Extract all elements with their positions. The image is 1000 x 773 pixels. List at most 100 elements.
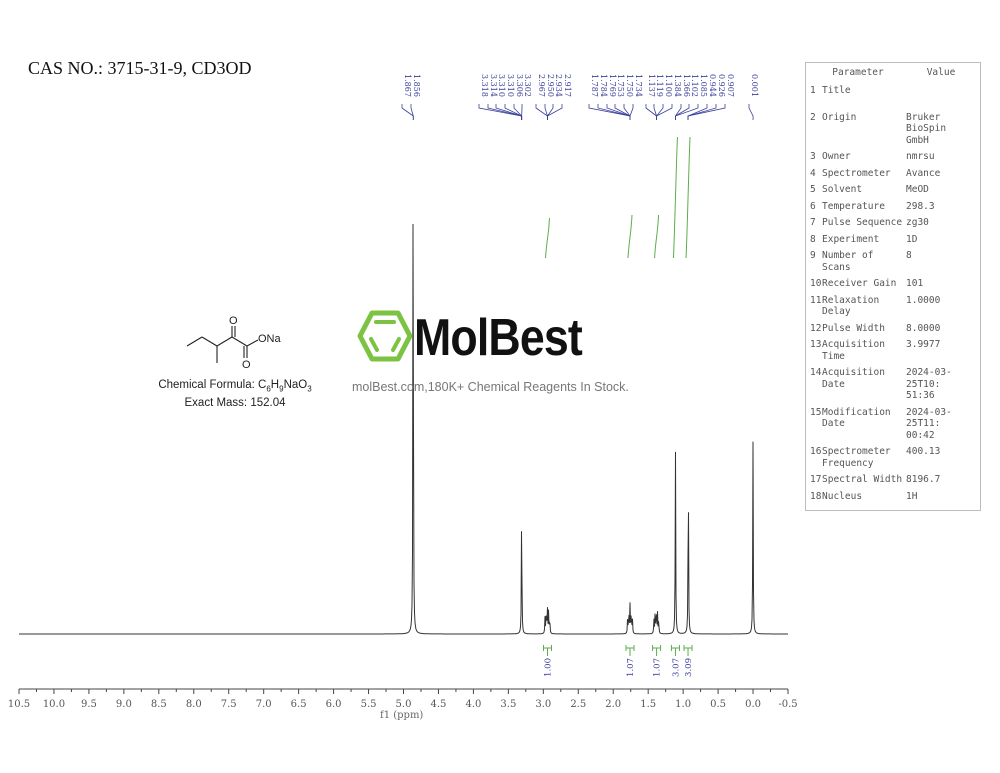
peak-label: 1.734 — [634, 74, 643, 97]
cas-title: CAS NO.: 3715-31-9, CD3OD — [28, 58, 252, 78]
integral-bracket — [543, 645, 553, 656]
table-row: 2 Origin Bruker BioSpin GmbH — [806, 111, 980, 151]
integral-curve — [654, 214, 660, 259]
integral-value: 1.07 — [653, 658, 663, 677]
peak-label: 1.787 — [590, 74, 599, 97]
parameter-value: 8 — [906, 250, 912, 261]
parameter-value: MeOD — [906, 184, 929, 195]
x-tick-label: 7.5 — [221, 699, 237, 710]
parameter-value: Bruker BioSpin GmbH — [906, 111, 947, 146]
peak-label: 3.310 — [497, 74, 506, 97]
x-tick-label: 1.5 — [640, 699, 656, 710]
x-tick-label: 0.5 — [710, 699, 726, 710]
peak-label: 0.926 — [717, 74, 726, 97]
x-tick-label: 3.0 — [535, 699, 551, 710]
parameter-name: Modification Date — [822, 406, 891, 430]
peak-label: 3.314 — [489, 74, 498, 97]
table-row: 17 Spectral Width 8196.7 — [806, 473, 980, 490]
peak-label: 3.302 — [523, 74, 532, 97]
peak-label: 1.102 — [690, 74, 699, 97]
peak-label: 1.137 — [647, 74, 656, 97]
parameter-name: Acquisition Date — [822, 367, 885, 390]
table-row: 3 Owner nmrsu — [806, 150, 980, 167]
peak-label: 2.967 — [537, 74, 546, 97]
x-tick-label: 8.0 — [186, 699, 202, 710]
table-row: 8 Experiment 1D — [806, 233, 980, 250]
table-row: 6 Temperature 298.3 — [806, 200, 980, 217]
x-tick-label: 4.5 — [431, 699, 447, 710]
row-number: 17 — [810, 474, 822, 485]
table-row: 4 Spectrometer Avance — [806, 167, 980, 184]
table-row: 12 Pulse Width 8.0000 — [806, 322, 980, 339]
x-tick-label: 1.0 — [675, 699, 691, 710]
integral-value: 1.07 — [626, 658, 636, 677]
row-number: 7 — [810, 217, 816, 228]
peak-label: 1.384 — [673, 74, 682, 97]
x-tick-label: 10.5 — [8, 699, 30, 710]
integral-bracket — [683, 645, 693, 656]
row-number: 4 — [810, 167, 816, 179]
x-tick-label: 8.5 — [151, 699, 167, 710]
compound-info: Chemical Formula: C6H9NaO3 Exact Mass: 1… — [140, 378, 330, 411]
integral-value: 1.00 — [544, 658, 554, 677]
chemical-formula: Chemical Formula: C6H9NaO3 — [158, 379, 312, 394]
peak-label: 1.366 — [682, 74, 691, 97]
x-tick-label: 2.0 — [605, 699, 621, 710]
integral-bracket — [670, 645, 680, 656]
peak-label: 2.950 — [546, 74, 555, 97]
parameter-value: 8196.7 — [906, 474, 941, 485]
parameter-name: Origin — [822, 111, 857, 123]
table-row: 18 Nucleus 1H — [806, 490, 980, 507]
peak-label: 1.100 — [664, 74, 673, 97]
parameter-name: Acquisition Time — [822, 339, 885, 362]
row-number: 16 — [810, 446, 822, 457]
table-row: 5 Solvent MeOD — [806, 183, 980, 200]
exact-mass: Exact Mass: 152.04 — [184, 397, 286, 410]
parameter-name: Number of Scans — [822, 250, 874, 273]
x-tick-label: 2.5 — [570, 699, 586, 710]
parameter-value: 2024-03-25T11: 00:42 — [906, 406, 952, 441]
acquisition-parameters-table: Parameter Value 1 Title 2 Origin Bruker BioS… — [805, 62, 981, 511]
parameter-value — [906, 85, 976, 97]
x-tick-label: 10.0 — [43, 699, 65, 710]
row-number: 15 — [810, 406, 822, 418]
x-tick-label: 9.5 — [81, 699, 97, 710]
row-number: 13 — [810, 339, 822, 350]
table-row: 7 Pulse Sequence zg30 — [806, 216, 980, 233]
integral-curve — [545, 217, 551, 259]
table-row: 1 Title — [806, 84, 980, 111]
x-tick-label: 4.0 — [465, 699, 481, 710]
parameter-value: nmrsu — [906, 151, 935, 162]
integral-value: 3.09 — [684, 658, 694, 677]
row-number: 5 — [810, 184, 816, 195]
peak-label: 0.944 — [708, 74, 717, 97]
parameter-value: 1.0000 — [906, 294, 941, 306]
parameter-name: Nucleus — [822, 490, 863, 502]
parameter-name: Solvent — [822, 184, 863, 195]
table-header: Parameter Value — [806, 65, 980, 84]
integral-curve — [672, 136, 678, 259]
row-number: 1 — [810, 85, 816, 96]
x-tick-label: 9.0 — [116, 699, 132, 710]
parameter-value: 8.0000 — [906, 322, 941, 334]
molbest-hexagon-logo-icon — [357, 310, 413, 362]
parameter-value: 1D — [906, 233, 918, 245]
peak-label: 1.867 — [403, 74, 412, 97]
row-number: 12 — [810, 322, 822, 334]
table-row: 13 Acquisition Time 3.9977 — [806, 338, 980, 366]
parameter-value: 3.9977 — [906, 339, 941, 350]
parameter-value: Avance — [906, 167, 941, 179]
peak-label: 1.753 — [616, 74, 625, 97]
peak-label: 0.907 — [726, 74, 735, 97]
integral-bracket — [625, 645, 635, 656]
row-number: 2 — [810, 111, 816, 123]
x-axis-label: f1 (ppm) — [380, 710, 424, 721]
parameter-value: 400.13 — [906, 446, 941, 457]
parameter-name: Spectral Width — [822, 474, 903, 485]
peak-label: 3.318 — [480, 74, 489, 97]
parameter-name: Temperature — [822, 200, 885, 212]
integral-value: 3.07 — [671, 658, 681, 677]
parameter-name: Experiment — [822, 233, 880, 245]
integral-curve — [685, 136, 691, 259]
